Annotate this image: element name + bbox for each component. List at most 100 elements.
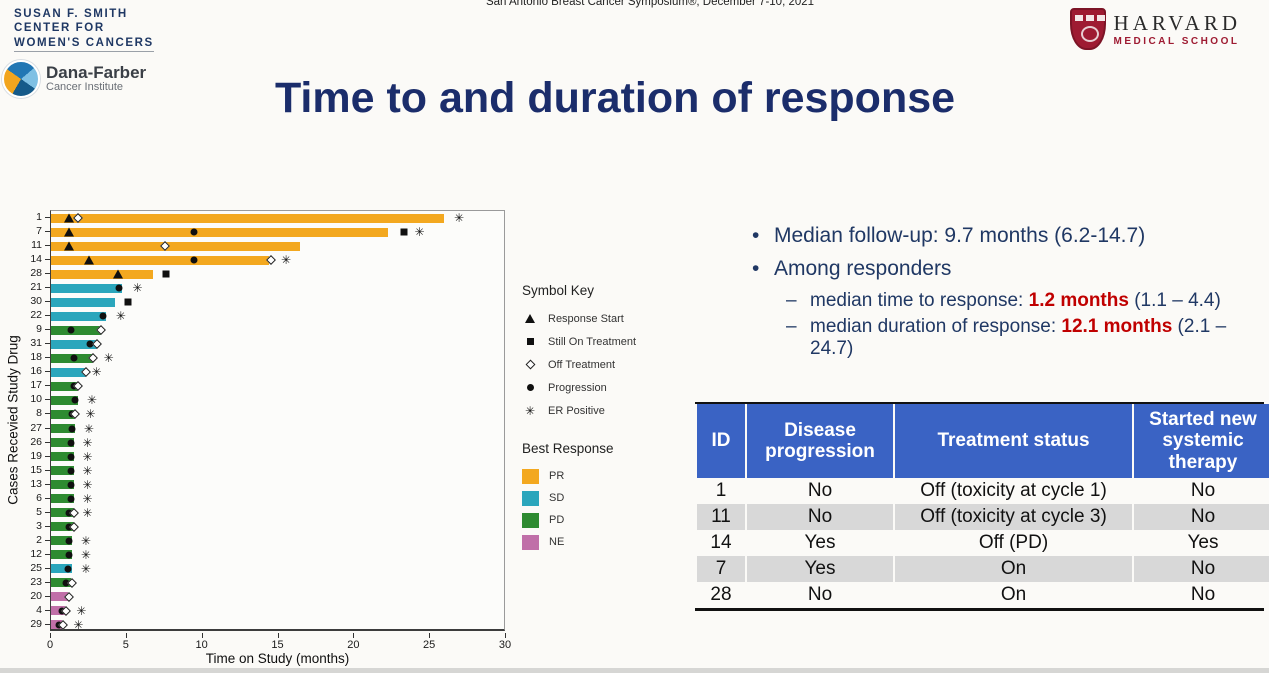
y-tick-label: 17	[30, 379, 42, 392]
symbol-key-label: Off Treatment	[548, 358, 616, 371]
er-positive-asterisk-icon: ✳	[85, 407, 96, 422]
er-positive-asterisk-icon: ✳	[82, 477, 93, 492]
symbol-key-label: Response Start	[548, 312, 624, 325]
stat-bullet: • Among responders	[752, 257, 1268, 281]
response-color-swatch	[522, 468, 539, 484]
response-start-triangle-icon	[64, 213, 75, 223]
y-tick-label: 15	[30, 463, 42, 476]
swimmer-bar	[51, 367, 86, 377]
swimmer-bar	[51, 564, 73, 574]
off-treatment-diamond-icon	[70, 409, 81, 420]
table-header-cell: Treatment status	[895, 404, 1132, 478]
best-response-label: NE	[549, 536, 565, 548]
y-tick-label: 27	[30, 421, 42, 434]
x-tick-label: 0	[46, 639, 54, 651]
progression-circle-icon	[65, 537, 73, 545]
swimmer-bar	[51, 536, 73, 546]
y-tick-label: 22	[30, 309, 42, 322]
bullet-marker: •	[752, 257, 760, 280]
symbol-key-item: Response Start	[522, 307, 636, 330]
y-axis-label: Cases Recevied Study Drug	[5, 335, 21, 505]
y-tick-label: 10	[30, 393, 42, 406]
harvard-subtitle: MEDICAL SCHOOL	[1113, 36, 1240, 47]
x-tick-label: 15	[271, 639, 284, 651]
progression-circle-icon	[115, 284, 123, 292]
y-tick-label: 1	[36, 211, 42, 224]
y-tick-label: 20	[30, 589, 42, 602]
table-row: 14 Yes Off (PD) Yes	[697, 530, 1269, 556]
symposium-banner: San Antonio Breast Cancer Symposium®, De…	[485, 0, 815, 8]
response-color-swatch	[522, 512, 539, 528]
bullet-text: Among responders	[774, 257, 952, 280]
progression-circle-icon	[67, 495, 75, 503]
table-header-cell: Disease progression	[747, 404, 893, 478]
off-treatment-diamond-icon	[80, 367, 91, 378]
symbol-key-item: ✳ ER Positive	[522, 399, 636, 422]
table-cell: Off (toxicity at cycle 1)	[920, 480, 1107, 501]
swimmer-bar	[51, 452, 74, 462]
er-positive-asterisk-icon: ✳	[80, 533, 91, 548]
y-tick-label: 7	[36, 225, 42, 238]
er-positive-asterisk-icon: ✳	[414, 225, 425, 240]
off-treatment-diamond-icon	[525, 359, 535, 370]
y-tick-label: 5	[36, 505, 42, 518]
swimmer-bar	[51, 522, 74, 532]
progression-circle-icon	[86, 340, 94, 348]
table-cell: No	[1190, 584, 1216, 605]
table-row: 7 Yes On No	[697, 556, 1269, 582]
off-treatment-diamond-icon	[96, 325, 106, 336]
er-positive-asterisk-icon: ✳	[91, 365, 102, 380]
table-cell: Yes	[1187, 532, 1219, 553]
best-response-item: PD	[522, 509, 614, 531]
y-tick-label: 31	[30, 337, 42, 350]
off-treatment-diamond-icon	[265, 255, 276, 266]
er-positive-asterisk-icon: ✳	[82, 491, 93, 506]
symbol-key-legend: Symbol Key Response Start Still On Treatm…	[522, 283, 636, 422]
swimmer-bar	[51, 297, 115, 307]
stats-bullets: • Median follow-up: 9.7 months (6.2-14.7)…	[752, 224, 1268, 364]
swimmer-bar	[51, 255, 270, 265]
progression-circle-icon	[526, 384, 534, 391]
table-cell: 14	[710, 532, 732, 553]
bullet-marker: –	[786, 290, 797, 311]
smith-center-logo: SUSAN F. SMITH CENTER FOR WOMEN'S CANCER…	[14, 7, 154, 50]
progression-circle-icon	[67, 439, 75, 447]
page-title: Time to and duration of response	[274, 74, 956, 122]
x-tick-label: 10	[195, 639, 208, 651]
table-cell: 28	[710, 584, 732, 605]
er-positive-asterisk-icon: ✳	[82, 449, 93, 464]
progression-circle-icon	[70, 354, 78, 362]
off-treatment-diamond-icon	[64, 591, 75, 602]
response-color-swatch	[522, 534, 539, 550]
x-tick-label: 20	[347, 639, 360, 651]
smith-logo-divider	[14, 51, 154, 52]
best-response-item: NE	[522, 531, 614, 553]
best-response-label: PD	[549, 514, 565, 526]
table-row: 11 No Off (toxicity at cycle 3) No	[697, 504, 1269, 530]
progression-circle-icon	[190, 256, 198, 264]
swimmer-bar	[51, 578, 71, 588]
table-cell: No	[1190, 480, 1216, 501]
off-treatment-diamond-icon	[88, 353, 99, 364]
y-tick-label: 4	[36, 603, 42, 616]
swimmer-bar	[51, 339, 97, 349]
table-cell: Yes	[804, 532, 836, 553]
best-response-item: PR	[522, 465, 614, 487]
er-positive-asterisk-icon: ✳	[80, 561, 91, 576]
swimmer-bar	[51, 395, 79, 405]
off-treatment-diamond-icon	[73, 381, 84, 392]
x-tick-label: 25	[423, 639, 436, 651]
y-tick-label: 2	[36, 533, 42, 546]
er-positive-asterisk-icon: ✳	[82, 463, 93, 478]
table-cell: No	[1134, 556, 1269, 582]
bullet-text: median time to response: 1.2 months (1.1…	[810, 290, 1221, 311]
off-treatment-diamond-icon	[68, 521, 79, 532]
highlighted-value: 12.1 months	[1061, 316, 1173, 337]
y-tick-label: 30	[30, 295, 42, 308]
still-on-treatment-square-icon	[124, 298, 132, 306]
swimmer-bar	[51, 213, 444, 223]
harvard-name: HARVARD	[1113, 11, 1241, 35]
er-positive-asterisk-icon: ✳	[115, 309, 126, 324]
symbol-key-label: Progression	[548, 381, 607, 394]
table-cell: Yes	[747, 556, 893, 582]
